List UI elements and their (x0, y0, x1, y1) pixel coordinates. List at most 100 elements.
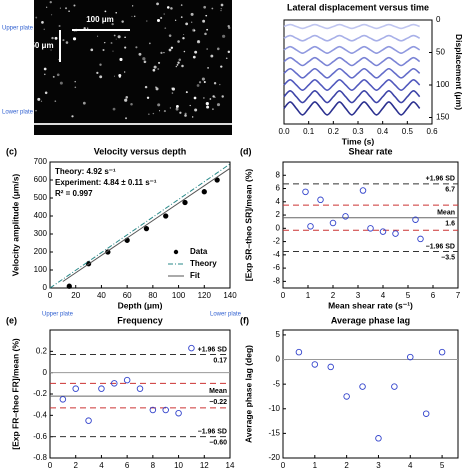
particle (74, 80, 76, 83)
x-tick-label: 80 (148, 291, 157, 300)
particle (104, 10, 107, 13)
data-point (201, 189, 207, 195)
data-point (72, 385, 79, 392)
y-tick-label: 5 (276, 330, 281, 339)
x-tick-label: 0 (48, 291, 53, 300)
reference-value: −3.5 (441, 254, 455, 261)
particle (175, 104, 179, 108)
particle (166, 6, 170, 9)
reference-label: −1.96 SD (426, 243, 455, 250)
particle (115, 12, 117, 14)
particle (184, 112, 187, 115)
particle (147, 113, 150, 116)
particle (227, 25, 230, 28)
particle (192, 55, 196, 59)
legend-marker (173, 249, 179, 255)
particle (152, 68, 156, 72)
annotation: Theory: 4.92 s⁻¹ (55, 167, 116, 176)
particle (41, 21, 44, 24)
data-point (407, 353, 414, 361)
particle (82, 101, 86, 105)
x-tick-label: 6 (431, 291, 436, 300)
x-tick-label: 2 (344, 461, 349, 470)
particle (202, 19, 206, 23)
x-axis-label: Mean shear rate (s⁻¹) (328, 300, 413, 310)
particle (212, 108, 214, 111)
particle (163, 110, 166, 113)
plot-frame (282, 161, 459, 289)
x-tick-label: 5 (440, 461, 445, 470)
particle (65, 7, 68, 10)
data-point (392, 230, 399, 237)
upper-plate-label: Upper plate (2, 26, 34, 32)
legend-label: Fit (190, 271, 200, 280)
panel-label: (f) (240, 315, 249, 325)
x-tick-label: 8 (151, 461, 156, 470)
particle (194, 108, 198, 112)
y-tick-label: -5 (273, 379, 281, 388)
particle (44, 91, 48, 95)
particle (58, 24, 61, 27)
x-tick-label: 60 (123, 291, 132, 300)
series-line (283, 101, 421, 116)
particle (220, 9, 222, 12)
series-line (283, 67, 421, 79)
scale-label-x: 100 μm (86, 15, 114, 24)
particle (163, 13, 165, 15)
particle (204, 32, 207, 36)
particle (96, 35, 99, 37)
data-point (375, 435, 382, 442)
series-line (283, 23, 420, 30)
data-point (327, 363, 334, 371)
y-tick-label: -10 (268, 404, 280, 413)
particle (192, 28, 196, 32)
y-tick-label: 150 (436, 113, 450, 122)
series-line (62, 167, 231, 282)
data-point (163, 213, 169, 219)
particle (168, 48, 172, 52)
data-point (359, 383, 366, 390)
particle (35, 109, 37, 112)
panel-label: (d) (240, 146, 252, 156)
x-axis-label: Time (s) (342, 136, 375, 146)
footnote: Upper plate (42, 312, 74, 318)
particle (219, 83, 221, 86)
data-point (412, 216, 419, 223)
annotation: Experiment: 4.84 ± 0.11 s⁻¹ (55, 178, 157, 187)
y-tick-label: -0.4 (33, 410, 47, 419)
particle (65, 41, 69, 44)
data-point (162, 406, 169, 414)
data-point (422, 410, 430, 417)
particle (124, 71, 126, 73)
x-tick-label: 1 (306, 291, 311, 300)
reference-value: −0.60 (209, 440, 227, 447)
particle (121, 20, 124, 23)
y-tick-label: 2 (276, 210, 281, 219)
particle (132, 5, 134, 7)
x-tick-label: 0.4 (377, 127, 389, 136)
reference-value: 0.17 (213, 357, 227, 364)
footnote: Lower plate (210, 312, 242, 318)
particle (99, 75, 103, 79)
chart-title: Frequency (117, 315, 163, 325)
chart-title: Average phase lag (331, 315, 410, 325)
particle (183, 33, 185, 36)
particle (43, 28, 45, 31)
data-point (307, 223, 314, 230)
particle (144, 85, 148, 89)
particle (49, 1, 52, 4)
y-axis-label: [Exp SR–theo SR]/mean (%) (243, 169, 253, 282)
y-tick-label: 400 (34, 211, 48, 220)
particle (163, 52, 165, 54)
y-tick-label: 8 (276, 170, 281, 179)
panel-label: (e) (6, 315, 17, 325)
particle (210, 54, 214, 58)
particle (206, 105, 210, 109)
particle (51, 36, 54, 40)
y-tick-label: 6 (276, 184, 281, 193)
x-tick-label: 3 (356, 291, 361, 300)
data-point (111, 380, 118, 387)
particle (115, 38, 117, 40)
particle (196, 40, 201, 44)
particle (99, 63, 102, 66)
